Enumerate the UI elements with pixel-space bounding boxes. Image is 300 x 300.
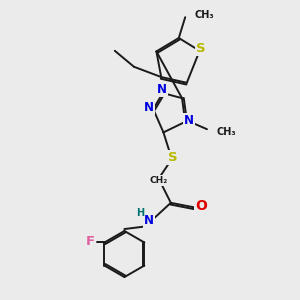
Text: O: O xyxy=(195,199,207,213)
Text: CH₃: CH₃ xyxy=(195,10,214,20)
Text: N: N xyxy=(144,214,154,226)
Text: S: S xyxy=(168,151,178,164)
Text: F: F xyxy=(85,235,94,248)
Text: CH₂: CH₂ xyxy=(150,176,168,185)
Text: S: S xyxy=(196,42,206,56)
Text: CH₃: CH₃ xyxy=(217,127,236,137)
Text: H: H xyxy=(136,208,145,218)
Text: N: N xyxy=(144,101,154,114)
Text: N: N xyxy=(157,83,167,96)
Text: N: N xyxy=(184,114,194,127)
